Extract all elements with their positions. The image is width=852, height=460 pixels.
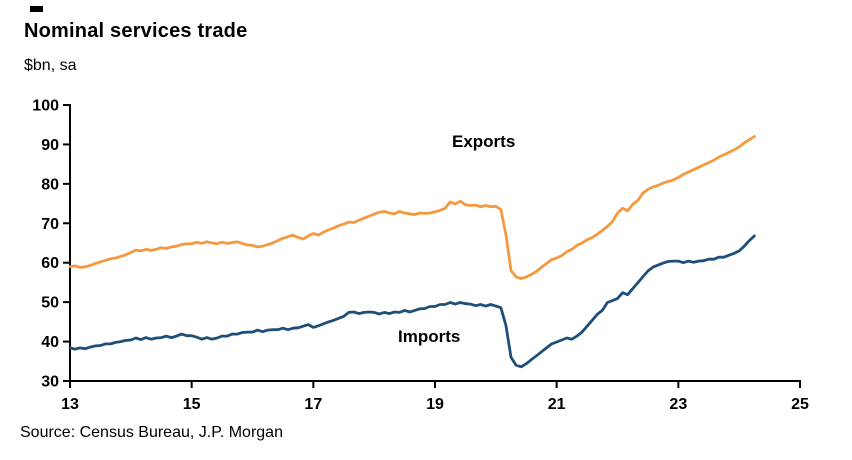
imports-series-label: Imports <box>398 327 461 346</box>
x-tick-label: 21 <box>548 396 566 413</box>
exports-line <box>68 135 756 280</box>
x-tick-label: 15 <box>183 396 201 413</box>
x-tick-label: 25 <box>791 396 809 413</box>
y-tick-label: 80 <box>41 176 59 193</box>
y-tick-label: 90 <box>41 137 59 154</box>
y-tick-label: 30 <box>41 374 59 391</box>
page-corner-mark <box>30 6 43 12</box>
y-axis-units-label: $bn, sa <box>24 57 77 74</box>
y-tick-label: 40 <box>41 334 59 351</box>
imports-line <box>68 234 756 369</box>
x-tick-label: 23 <box>669 396 687 413</box>
y-tick-label: 100 <box>32 98 59 115</box>
y-tick-label: 60 <box>41 255 59 272</box>
page-title: Nominal services trade <box>24 20 248 42</box>
x-tick-label: 17 <box>304 396 322 413</box>
exports-series-label: Exports <box>452 132 516 151</box>
source-attribution: Source: Census Bureau, J.P. Morgan <box>20 424 283 441</box>
y-tick-label: 70 <box>41 216 59 233</box>
x-tick-label: 13 <box>61 396 79 413</box>
x-tick-label: 19 <box>426 396 444 413</box>
y-tick-label: 50 <box>41 295 59 312</box>
